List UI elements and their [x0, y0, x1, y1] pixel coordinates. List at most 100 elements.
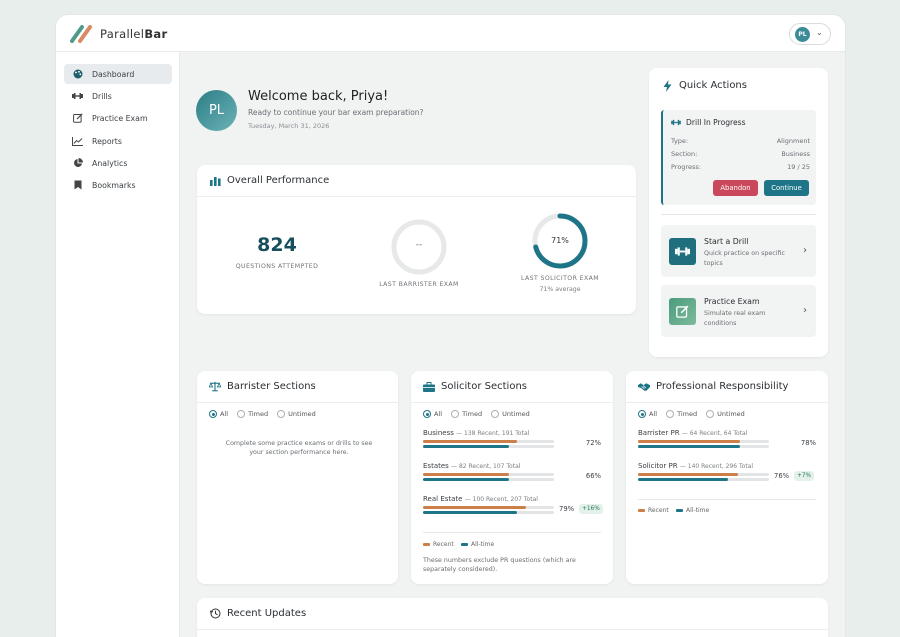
solicitor-sections-card: Solicitor Sections All Timed Untimed Bus… [411, 371, 613, 584]
welcome-avatar: PL [196, 90, 237, 131]
recent-bar-fill [638, 473, 738, 476]
alltime-bar-fill [423, 478, 510, 481]
legend-recent: Recent [423, 541, 454, 548]
sidebar-item-dashboard[interactable]: Dashboard [64, 64, 172, 84]
user-menu-button[interactable]: PL ⌄ [789, 23, 831, 45]
bookmark-icon [72, 180, 83, 191]
solicitor-exam-value: 71% [551, 236, 569, 245]
filter-untimed-radio[interactable]: Untimed [277, 410, 316, 418]
pr-filter: All Timed Untimed [638, 410, 754, 418]
start-drill-action[interactable]: Start a Drill Quick practice on specific… [661, 225, 816, 277]
recent-bar [638, 440, 769, 443]
continue-button[interactable]: Continue [764, 180, 809, 196]
divider [661, 214, 816, 215]
card-header: Barrister Sections [197, 371, 398, 403]
sidebar-item-practice-exam[interactable]: Practice Exam [64, 108, 172, 128]
barrister-sections-card: Barrister Sections All Timed Untimed Com… [197, 371, 398, 584]
sidebar-item-label: Reports [92, 136, 122, 146]
section-percent: 78% [800, 439, 816, 447]
solicitor-ring [532, 213, 588, 269]
lightning-icon [661, 79, 673, 92]
questions-attempted-label: QUESTIONS ATTEMPTED [235, 263, 319, 270]
alltime-bar [423, 445, 554, 448]
legend-swatch [423, 543, 430, 546]
handshake-icon [638, 381, 650, 393]
chevron-right-icon: › [803, 305, 807, 316]
alltime-bar [423, 478, 554, 481]
drill-progress-value: 19 / 25 [787, 163, 810, 171]
palette-icon [72, 69, 83, 80]
recent-bar [638, 473, 769, 476]
improvement-badge: +7% [794, 471, 815, 481]
legend-swatch [461, 543, 468, 546]
edit-icon [72, 113, 83, 124]
practice-exam-title: Practice Exam [704, 297, 760, 306]
abandon-button[interactable]: Abandon [713, 180, 758, 196]
legend-alltime: All-time [461, 541, 494, 548]
drill-progress-label: Progress: [671, 163, 701, 171]
card-title: Barrister Sections [227, 381, 316, 392]
drill-type-value: Alignment [776, 137, 810, 145]
chevron-down-icon: ⌄ [816, 28, 823, 37]
edit-icon [669, 298, 696, 325]
barrister-exam-value: -- [415, 240, 423, 250]
filter-all-radio[interactable]: All [638, 410, 657, 418]
card-header: Overall Performance [197, 165, 636, 197]
section-row-label: Business — 138 Recent, 191 Total [423, 429, 530, 437]
filter-timed-radio[interactable]: Timed [666, 410, 697, 418]
questions-attempted-value: 824 [257, 234, 297, 256]
sidebar-item-drills[interactable]: Drills [64, 86, 172, 106]
filter-untimed-radio[interactable]: Untimed [706, 410, 745, 418]
alltime-bar-fill [638, 478, 729, 481]
alltime-bar-fill [423, 511, 518, 514]
logo-icon [70, 25, 92, 43]
practice-exam-description: Simulate real exam conditions [704, 310, 766, 327]
card-header: Quick Actions [649, 68, 828, 103]
scales-icon [209, 381, 221, 393]
card-title: Recent Updates [227, 608, 307, 619]
section-row-label: Solicitor PR — 140 Recent, 296 Total [638, 462, 754, 470]
section-percent: 66% [585, 472, 601, 480]
solicitor-ring-progress [532, 213, 588, 269]
section-row-label: Estates — 82 Recent, 107 Total [423, 462, 521, 470]
filter-timed-radio[interactable]: Timed [237, 410, 268, 418]
card-header: Professional Responsibility [626, 371, 828, 403]
alltime-bar-fill [638, 445, 741, 448]
filter-all-radio[interactable]: All [423, 410, 442, 418]
card-title: Professional Responsibility [656, 381, 789, 392]
barrister-ring [391, 219, 447, 275]
divider [423, 532, 601, 533]
improvement-badge: +16% [579, 504, 603, 514]
sidebar-item-label: Drills [92, 91, 112, 101]
alltime-bar [638, 445, 769, 448]
barrister-exam-label: LAST BARRISTER EXAM [379, 281, 459, 288]
filter-untimed-radio[interactable]: Untimed [491, 410, 530, 418]
sidebar: Dashboard Drills Practice Exam Reports A… [56, 52, 180, 637]
section-percent: 79% [559, 505, 575, 513]
legend-swatch [676, 509, 683, 512]
welcome-title: Welcome back, Priya! [248, 89, 389, 104]
sidebar-item-bookmarks[interactable]: Bookmarks [64, 175, 172, 195]
brand-name[interactable]: ParallelBar [100, 27, 168, 41]
alltime-bar [638, 478, 769, 481]
filter-timed-radio[interactable]: Timed [451, 410, 482, 418]
drill-in-progress-title: Drill In Progress [671, 118, 746, 127]
recent-updates-card: Recent Updates [197, 598, 828, 637]
sidebar-item-label: Dashboard [92, 69, 135, 79]
recent-bar-fill [423, 473, 510, 476]
card-title: Solicitor Sections [441, 381, 527, 392]
card-header: Recent Updates [197, 598, 828, 630]
recent-bar-fill [423, 506, 527, 509]
solicitor-note: These numbers exclude PR questions (whic… [423, 557, 576, 573]
card-title: Quick Actions [679, 80, 747, 91]
sidebar-item-reports[interactable]: Reports [64, 131, 172, 151]
practice-exam-action[interactable]: Practice Exam Simulate real exam conditi… [661, 285, 816, 337]
solicitor-filter: All Timed Untimed [423, 410, 539, 418]
recent-bar [423, 440, 554, 443]
quick-actions-card: Quick Actions Drill In Progress Type: Al… [649, 68, 828, 357]
sidebar-item-analytics[interactable]: Analytics [64, 153, 172, 173]
filter-all-radio[interactable]: All [209, 410, 228, 418]
legend-recent: Recent [638, 507, 669, 514]
alltime-bar [423, 511, 554, 514]
recent-bar [423, 473, 554, 476]
